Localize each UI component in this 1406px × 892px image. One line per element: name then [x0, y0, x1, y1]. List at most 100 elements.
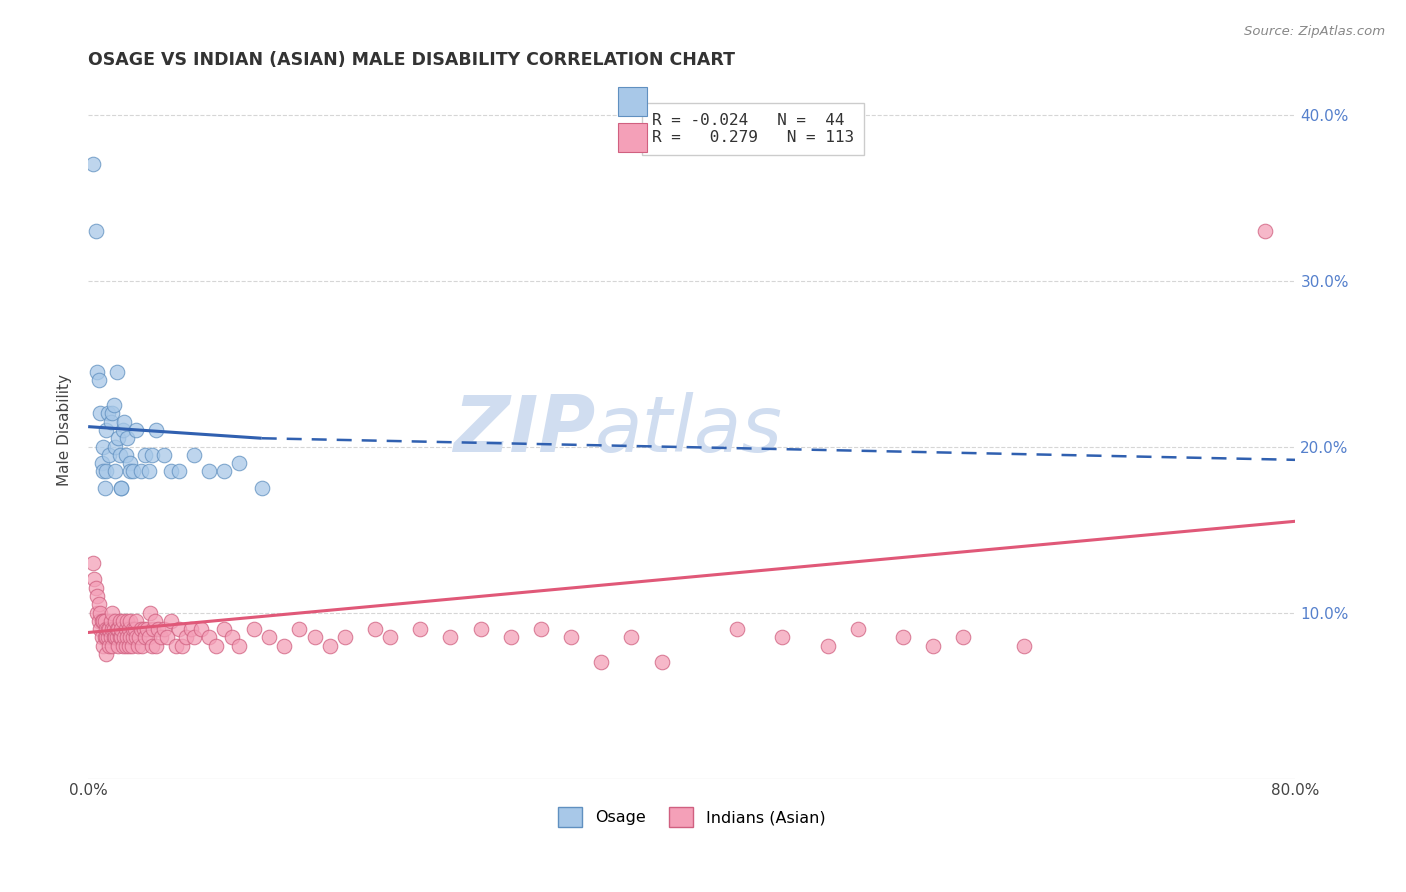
Point	[105, 631, 128, 645]
Point	[111, 639, 134, 653]
Point	[243, 622, 266, 636]
Point	[82, 157, 104, 171]
Point	[146, 622, 169, 636]
Point	[120, 614, 142, 628]
Point	[198, 631, 221, 645]
Point	[132, 622, 155, 636]
Point	[96, 423, 118, 437]
Point	[94, 631, 117, 645]
Point	[129, 622, 152, 636]
Point	[257, 631, 280, 645]
Point	[190, 622, 212, 636]
Point	[125, 631, 148, 645]
Point	[96, 465, 118, 479]
Point	[378, 631, 401, 645]
Point	[470, 622, 492, 636]
Point	[770, 631, 793, 645]
Point	[96, 647, 118, 661]
Point	[131, 639, 153, 653]
Point	[120, 631, 142, 645]
Point	[205, 639, 228, 653]
Point	[84, 224, 107, 238]
Point	[129, 465, 152, 479]
Point	[104, 631, 127, 645]
Point	[108, 448, 131, 462]
Point	[94, 481, 117, 495]
Point	[333, 631, 356, 645]
Point	[108, 614, 131, 628]
Point	[212, 622, 235, 636]
Point	[1012, 639, 1035, 653]
Point	[121, 639, 143, 653]
Point	[134, 448, 156, 462]
Point	[167, 465, 190, 479]
Point	[198, 465, 221, 479]
Point	[152, 622, 174, 636]
Point	[107, 431, 129, 445]
Point	[145, 423, 167, 437]
Point	[84, 581, 107, 595]
Point	[127, 639, 149, 653]
Point	[560, 631, 582, 645]
Point	[364, 622, 387, 636]
Point	[118, 639, 141, 653]
Point	[110, 631, 132, 645]
Point	[180, 622, 202, 636]
Point	[82, 556, 104, 570]
Point	[104, 440, 127, 454]
Point	[141, 639, 163, 653]
Point	[117, 614, 139, 628]
Point	[108, 631, 131, 645]
Point	[212, 465, 235, 479]
Point	[91, 465, 114, 479]
Point	[105, 622, 128, 636]
FancyBboxPatch shape	[619, 123, 647, 153]
Point	[101, 622, 124, 636]
Point	[183, 631, 205, 645]
Point	[100, 631, 122, 645]
Point	[273, 639, 295, 653]
Point	[149, 631, 172, 645]
Point	[118, 622, 141, 636]
Point	[112, 415, 135, 429]
Point	[139, 606, 162, 620]
Point	[125, 423, 148, 437]
Point	[89, 606, 111, 620]
Point	[117, 431, 139, 445]
Point	[891, 631, 914, 645]
Point	[89, 622, 111, 636]
Text: OSAGE VS INDIAN (ASIAN) MALE DISABILITY CORRELATION CHART: OSAGE VS INDIAN (ASIAN) MALE DISABILITY …	[89, 51, 735, 69]
Point	[89, 406, 111, 420]
Point	[122, 465, 145, 479]
Point	[124, 622, 146, 636]
Point	[160, 614, 183, 628]
Point	[156, 631, 179, 645]
Point	[288, 622, 311, 636]
Point	[101, 406, 124, 420]
Point	[165, 639, 187, 653]
Point	[128, 631, 150, 645]
FancyBboxPatch shape	[619, 87, 647, 116]
Point	[103, 622, 125, 636]
Point	[846, 622, 869, 636]
Point	[145, 639, 167, 653]
Point	[228, 639, 250, 653]
Point	[101, 639, 124, 653]
Point	[530, 622, 553, 636]
Point	[115, 639, 138, 653]
Point	[143, 614, 166, 628]
Point	[922, 639, 945, 653]
Point	[651, 656, 673, 670]
Point	[115, 448, 138, 462]
Point	[91, 440, 114, 454]
Point	[111, 423, 134, 437]
Legend: Osage, Indians (Asian): Osage, Indians (Asian)	[551, 801, 832, 833]
Point	[91, 639, 114, 653]
Point	[94, 614, 117, 628]
Point	[97, 631, 120, 645]
Point	[83, 573, 105, 587]
Point	[125, 614, 148, 628]
Point	[103, 631, 125, 645]
Point	[183, 448, 205, 462]
Point	[97, 622, 120, 636]
